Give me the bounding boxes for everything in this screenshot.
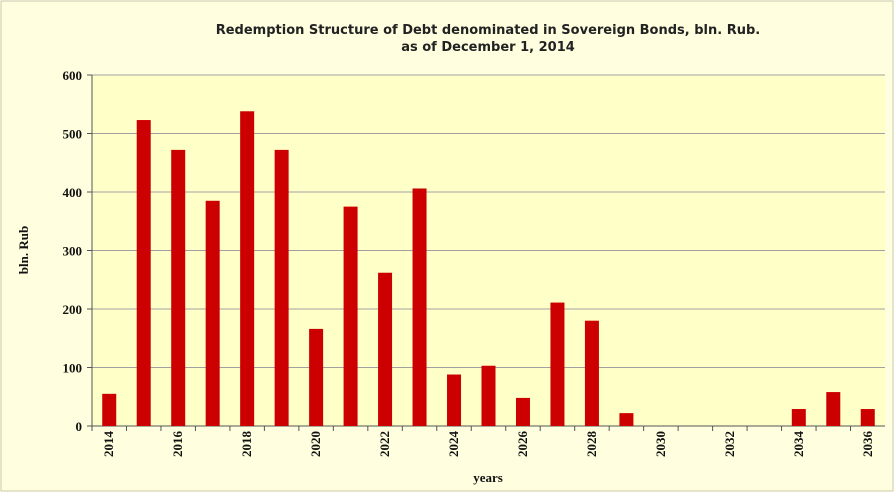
bar [274, 149, 289, 426]
bar [447, 374, 462, 426]
x-tick-label: 2028 [584, 431, 599, 458]
x-tick-label: 2032 [722, 431, 737, 457]
bar [171, 149, 186, 426]
x-tick-label: 2024 [446, 431, 461, 458]
bar [240, 111, 255, 427]
x-tick-label: 2022 [377, 431, 392, 457]
bar [136, 120, 151, 427]
y-tick-label: 0 [76, 419, 83, 434]
bar [826, 392, 841, 426]
bar [550, 302, 565, 426]
chart-subtitle: as of December 1, 2014 [401, 40, 575, 55]
x-tick-label: 2018 [239, 431, 254, 458]
bar [481, 365, 496, 426]
bar [309, 328, 324, 426]
bar [102, 393, 117, 426]
y-tick-label: 200 [63, 302, 83, 317]
x-tick-label: 2020 [308, 431, 323, 457]
bar [378, 272, 393, 426]
y-axis-label: bln. Rub [16, 226, 31, 274]
y-tick-label: 500 [63, 127, 83, 142]
chart-title: Redemption Structure of Debt denominated… [216, 23, 761, 38]
y-tick-label: 600 [63, 68, 83, 83]
bar [791, 409, 806, 426]
x-tick-label: 2014 [101, 431, 116, 458]
y-tick-label: 400 [63, 185, 83, 200]
bar [584, 320, 599, 426]
x-tick-label: 2036 [860, 431, 875, 458]
bar [205, 200, 220, 426]
y-tick-label: 100 [63, 361, 83, 376]
bar [515, 397, 530, 426]
x-tick-label: 2034 [791, 431, 806, 458]
x-tick-label: 2030 [653, 431, 668, 457]
bar [619, 413, 634, 426]
x-tick-label: 2026 [515, 431, 530, 458]
bar [343, 206, 358, 426]
bar [860, 409, 875, 426]
x-tick-label: 2016 [170, 431, 185, 458]
x-axis-label: years [473, 470, 503, 485]
y-tick-label: 300 [63, 244, 83, 259]
bar [412, 188, 427, 426]
